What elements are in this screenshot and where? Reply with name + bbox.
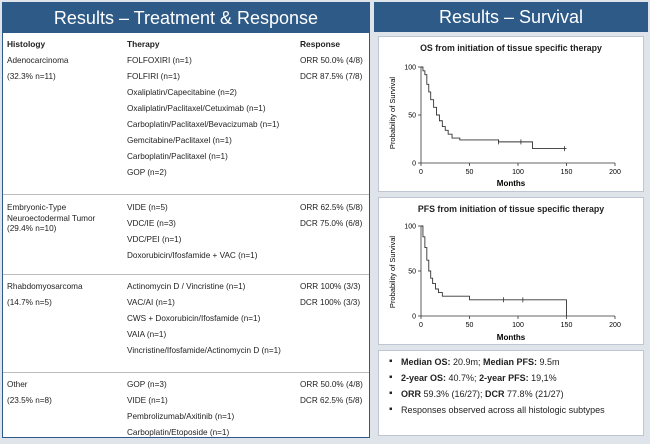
row-divider [3,372,369,373]
row-divider [3,274,369,275]
histology-subline: (14.7% n=5) [7,298,52,307]
x-tick-label: 100 [512,322,524,329]
x-tick-label: 100 [512,169,524,176]
treatment-response-title: Results – Treatment & Response [3,3,369,33]
therapy-item: Carboplatin/Paclitaxel (n=1) [127,152,228,161]
x-tick-label: 150 [561,169,573,176]
summary-orr-dcr: ORR 59.3% (16/27); DCR 77.8% (21/27) [389,388,643,399]
x-tick-label: 50 [466,322,474,329]
col-response: Response [300,39,341,49]
therapy-item: Doxorubicin/Ifosfamide + VAC (n=1) [127,251,258,260]
response-orr: ORR 62.5% (5/8) [300,203,363,212]
os-chart-box: OS from initiation of tissue specific th… [378,36,644,192]
response-orr: ORR 100% (3/3) [300,282,361,291]
x-tick-label: 50 [466,169,474,176]
therapy-item: VIDE (n=1) [127,396,168,405]
therapy-item: VDC/PEI (n=1) [127,235,182,244]
therapy-item: GOP (n=3) [127,380,167,389]
therapy-item: Vincristine/Ifosfamide/Actinomycin D (n=… [127,346,281,355]
response-list: ORR 62.5% (5/8) DCR 75.0% (6/8) [300,203,370,235]
pfs-xlabel: Months [497,333,526,342]
therapy-item: Carboplatin/Paclitaxel/Bevacizumab (n=1) [127,120,280,129]
y-tick-label: 100 [404,224,416,231]
therapy-item: FOLFIRI (n=1) [127,72,181,81]
response-list: ORR 100% (3/3) DCR 100% (3/3) [300,282,370,314]
pfs-km-chart: Probability of Survival Months 0 50 100 150… [388,224,621,343]
therapy-item: VDC/IE (n=3) [127,219,176,228]
os-km-chart: Probability of Survival Months 0 50 100 150… [388,65,621,189]
therapy-item: CWS + Doxorubicin/Ifosfamide (n=1) [127,314,261,323]
pfs-chart-title: PFS from initiation of tissue specific t… [417,204,605,214]
survival-curve [421,225,567,316]
histology-label: Embryonic-Type Neuroectodermal Tumor [7,203,96,223]
col-histology: Histology [7,39,46,49]
survival-panel: Results – Survival OS from initiation of… [374,2,648,438]
y-tick-label: 100 [404,65,416,72]
histology-subline: (29.4% n=10) [7,224,57,233]
response-list: ORR 50.0% (4/8) DCR 62.5% (5/8) [300,380,370,412]
response-dcr: DCR 62.5% (5/8) [300,396,363,405]
summary-two-year: 2-year OS: 40.7%; 2-year PFS: 19,1% [389,372,643,383]
os-ylabel: Probability of Survival [388,77,397,149]
therapy-item: VAIA (n=1) [127,330,167,339]
survival-summary: Median OS: 20.9m; Median PFS: 9.5m 2-yea… [378,350,644,436]
x-tick-label: 200 [609,169,621,176]
response-dcr: DCR 87.5% (7/8) [300,72,363,81]
histology-label: Other [7,380,28,389]
y-tick-label: 0 [412,314,416,321]
therapy-item: Oxaliplatin/Capecitabine (n=2) [127,88,237,97]
row-divider [3,194,369,195]
x-tick-label: 200 [609,322,621,329]
therapy-item: VIDE (n=5) [127,203,168,212]
therapy-item: Oxaliplatin/Paclitaxel/Cetuximab (n=1) [127,104,266,113]
therapy-list: Actinomycin D / Vincristine (n=1) VAC/AI… [127,282,297,362]
treatment-response-panel: Results – Treatment & Response Histology… [2,2,370,438]
pfs-chart-box: PFS from initiation of tissue specific t… [378,197,644,345]
histology-subline: (32.3% n=11) [7,72,56,81]
os-chart-title: OS from initiation of tissue specific th… [420,43,602,53]
y-tick-label: 50 [408,269,416,276]
x-tick-label: 0 [419,169,423,176]
therapy-item: FOLFOXIRI (n=1) [127,56,192,65]
summary-median: Median OS: 20.9m; Median PFS: 9.5m [389,356,643,367]
response-dcr: DCR 75.0% (6/8) [300,219,363,228]
therapy-list: GOP (n=3) VIDE (n=1) Pembrolizumab/Axiti… [127,380,297,444]
therapy-item: GOP (n=2) [127,168,167,177]
os-xlabel: Months [497,179,526,188]
col-therapy: Therapy [127,39,160,49]
therapy-list: VIDE (n=5) VDC/IE (n=3) VDC/PEI (n=1) Do… [127,203,297,267]
therapy-item: Carboplatin/Etoposide (n=1) [127,428,230,437]
therapy-item: Actinomycin D / Vincristine (n=1) [127,282,246,291]
therapy-item: Gemcitabine/Paclitaxel (n=1) [127,136,232,145]
response-list: ORR 50.0% (4/8) DCR 87.5% (7/8) [300,56,370,88]
response-orr: ORR 50.0% (4/8) [300,56,363,65]
histology-label: Rhabdomyosarcoma [7,282,83,291]
survival-title: Results – Survival [374,2,648,32]
histology-label: Adenocarcinoma [7,56,69,65]
histology-subline: (23.5% n=8) [7,396,52,405]
response-dcr: DCR 100% (3/3) [300,298,361,307]
pfs-ylabel: Probability of Survival [388,236,397,308]
summary-subtypes: Responses observed across all histologic… [389,404,643,415]
therapy-item: VAC/AI (n=1) [127,298,175,307]
y-tick-label: 50 [408,113,416,120]
x-tick-label: 150 [561,322,573,329]
survival-curve [421,66,567,150]
x-tick-label: 0 [419,322,423,329]
response-orr: ORR 50.0% (4/8) [300,380,363,389]
therapy-list: FOLFOXIRI (n=1) FOLFIRI (n=1) Oxaliplati… [127,56,297,184]
therapy-item: Pembrolizumab/Axitinib (n=1) [127,412,235,421]
y-tick-label: 0 [412,161,416,168]
